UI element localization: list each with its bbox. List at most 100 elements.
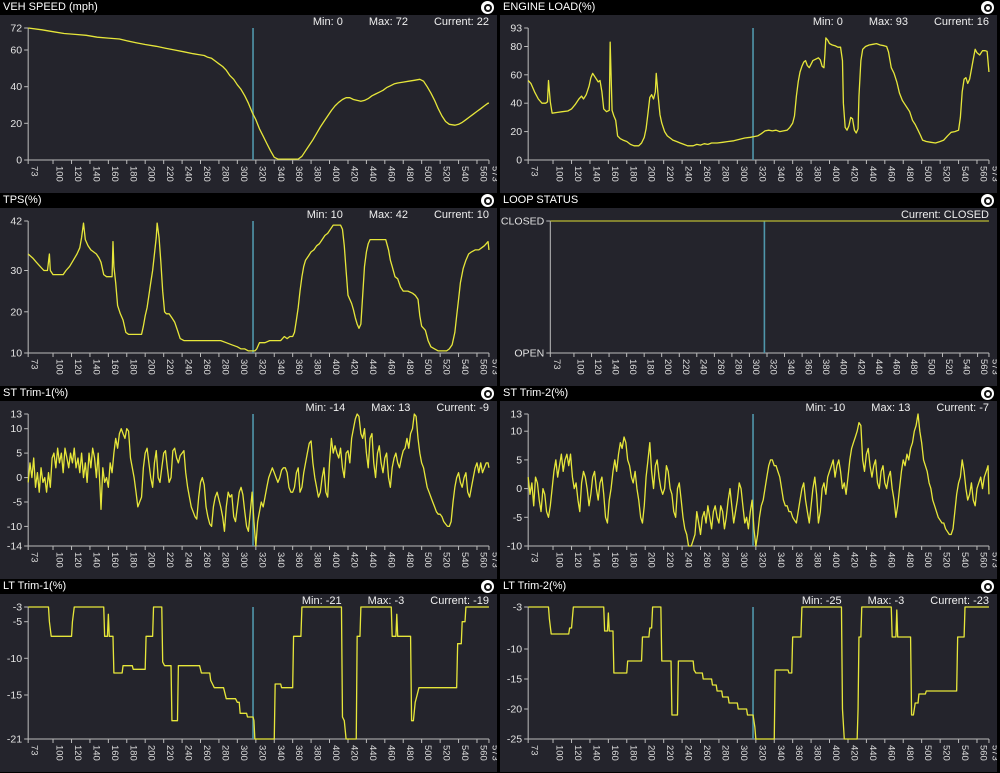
y-tick-label: CLOSED — [501, 216, 545, 228]
x-tick-label: 100 — [54, 552, 65, 568]
panel-title: VEH SPEED (mph) — [3, 1, 98, 13]
x-tick-label: 240 — [683, 552, 694, 568]
stat-min: Min: 10 — [306, 209, 343, 221]
panel-lt-trim-1: LT Trim-1(%) Min: -21 Max: -3 Current: -… — [0, 579, 497, 772]
x-tick-label: 100 — [574, 359, 585, 375]
x-tick-label: 460 — [885, 745, 896, 761]
x-tick-label: 160 — [609, 166, 620, 182]
stat-min: Min: 0 — [812, 16, 843, 28]
x-tick-label: 573 — [989, 745, 997, 761]
stats-row: Min: 10 Max: 42 Current: 10 — [307, 209, 489, 221]
y-tick-label: 10 — [10, 423, 22, 435]
x-tick-label: 200 — [146, 745, 157, 761]
panel-body: Min: -14 Max: 13 Current: -9 13 10 5 0 -5 -10… — [0, 401, 497, 579]
x-tick-label: 73 — [529, 745, 540, 756]
panel-header: VEH SPEED (mph) — [0, 0, 497, 15]
x-tick-label: 480 — [908, 359, 919, 375]
x-tick-label: 260 — [701, 166, 712, 182]
x-tick-label: 280 — [219, 552, 230, 568]
x-tick-label: 280 — [219, 166, 230, 182]
x-tick-label: 560 — [477, 745, 488, 761]
panel-title: ENGINE LOAD(%) — [503, 1, 596, 13]
record-icon[interactable] — [481, 194, 494, 207]
axis — [27, 607, 489, 740]
stats-row: Min: -25 Max: -3 Current: -23 — [802, 595, 989, 607]
record-icon[interactable] — [481, 1, 494, 14]
x-tick-label: 420 — [849, 166, 860, 182]
x-tick-label: 573 — [489, 745, 497, 761]
record-icon[interactable] — [481, 580, 494, 593]
panel-header: ST Trim-1(%) — [0, 386, 497, 401]
x-tick-label: 440 — [867, 745, 878, 761]
x-tick-label: 300 — [738, 166, 749, 182]
x-tick-label: 380 — [812, 745, 823, 761]
y-tick-label: -15 — [7, 690, 22, 702]
record-icon[interactable] — [981, 387, 994, 400]
y-tick-label: 10 — [510, 426, 522, 438]
x-tick-label: 380 — [312, 166, 323, 182]
y-tick-label: -5 — [13, 497, 23, 509]
x-tick-label: 380 — [820, 359, 831, 375]
x-tick-label: 300 — [738, 552, 749, 568]
stat-max: Max: -3 — [867, 595, 905, 607]
x-tick-label: 120 — [572, 552, 583, 568]
x-tick-label: 140 — [610, 359, 621, 375]
x-tick-label: 360 — [293, 552, 304, 568]
x-tick-label: 340 — [775, 166, 786, 182]
chart-canvas[interactable]: 13 10 5 0 -5 -10 73 100 120 140 160 180 200 220 240 260… — [500, 401, 997, 579]
y-tick-label: -20 — [507, 704, 522, 716]
x-tick-label: 260 — [201, 745, 212, 761]
panel-body: Min: -21 Max: -3 Current: -19 -3 -5 -10 -15… — [0, 594, 497, 772]
y-tick-label: -15 — [507, 674, 522, 686]
x-tick-label: 120 — [72, 745, 83, 761]
x-tick-label: 160 — [609, 552, 620, 568]
record-icon[interactable] — [981, 580, 994, 593]
panel-st-trim-2: ST Trim-2(%) Min: -10 Max: 13 Current: -… — [500, 386, 997, 579]
x-tick-label: 73 — [29, 552, 40, 563]
record-icon[interactable] — [481, 387, 494, 400]
stat-min: Min: -21 — [301, 595, 342, 607]
x-tick-label: 540 — [959, 552, 970, 568]
panel-header: TPS(%) — [0, 193, 497, 208]
x-tick-label: 380 — [312, 745, 323, 761]
x-tick-label: 140 — [590, 552, 601, 568]
y-tick-label: 42 — [10, 216, 22, 228]
x-tick-label: 540 — [459, 552, 470, 568]
chart-canvas[interactable]: 42 30 20 10 73 100 120 140 160 180 200 220 240 260 280… — [0, 208, 497, 386]
panel-header: LT Trim-2(%) — [500, 579, 997, 594]
record-icon[interactable] — [981, 1, 994, 14]
chart-canvas[interactable]: CLOSED OPEN 73 100 120 140 160 180 200 220 240 260 2… — [500, 208, 997, 386]
y-tick-label: 60 — [510, 69, 522, 81]
panel-title: ST Trim-2(%) — [503, 387, 569, 399]
x-tick-label: 540 — [459, 359, 470, 375]
stat-current: Current: 10 — [433, 209, 489, 221]
x-tick-label: 120 — [72, 552, 83, 568]
chart-canvas[interactable]: -3 -5 -10 -15 -21 73 100 120 140 160 180 200 220 240 2… — [0, 594, 497, 772]
x-tick-label: 440 — [873, 359, 884, 375]
x-tick-label: 400 — [330, 745, 341, 761]
x-tick-label: 160 — [609, 745, 620, 761]
y-tick-label: -10 — [507, 541, 522, 553]
y-tick-label: 40 — [510, 98, 522, 110]
x-tick-label: 460 — [385, 745, 396, 761]
chart-canvas[interactable]: -3 -10 -15 -20 -25 73 100 120 140 160 180 200 220 240… — [500, 594, 997, 772]
x-tick-label: 280 — [719, 166, 730, 182]
panel-veh-speed: VEH SPEED (mph) Min: 0 Max: 72 Current: … — [0, 0, 497, 193]
x-tick-label: 180 — [127, 552, 138, 568]
x-tick-label: 340 — [275, 166, 286, 182]
x-tick-label: 360 — [793, 552, 804, 568]
panel-loop-status: LOOP STATUS Current: CLOSED CLOSED OPEN 73… — [500, 193, 997, 386]
x-tick-label: 400 — [830, 745, 841, 761]
x-tick-label: 200 — [146, 359, 157, 375]
x-tick-label: 180 — [627, 745, 638, 761]
chart-line — [27, 222, 490, 352]
panel-tps: TPS(%) Min: 10 Max: 42 Current: 10 42 30 2… — [0, 193, 497, 386]
stat-max: Max: 13 — [371, 402, 411, 414]
record-icon[interactable] — [981, 194, 994, 207]
x-tick-label: 200 — [646, 166, 657, 182]
stats-row: Min: -14 Max: 13 Current: -9 — [306, 402, 489, 414]
x-tick-label: 220 — [164, 552, 175, 568]
chart-canvas[interactable]: 13 10 5 0 -5 -10 -14 73 100 120 140 160 180 200 220 240… — [0, 401, 497, 579]
